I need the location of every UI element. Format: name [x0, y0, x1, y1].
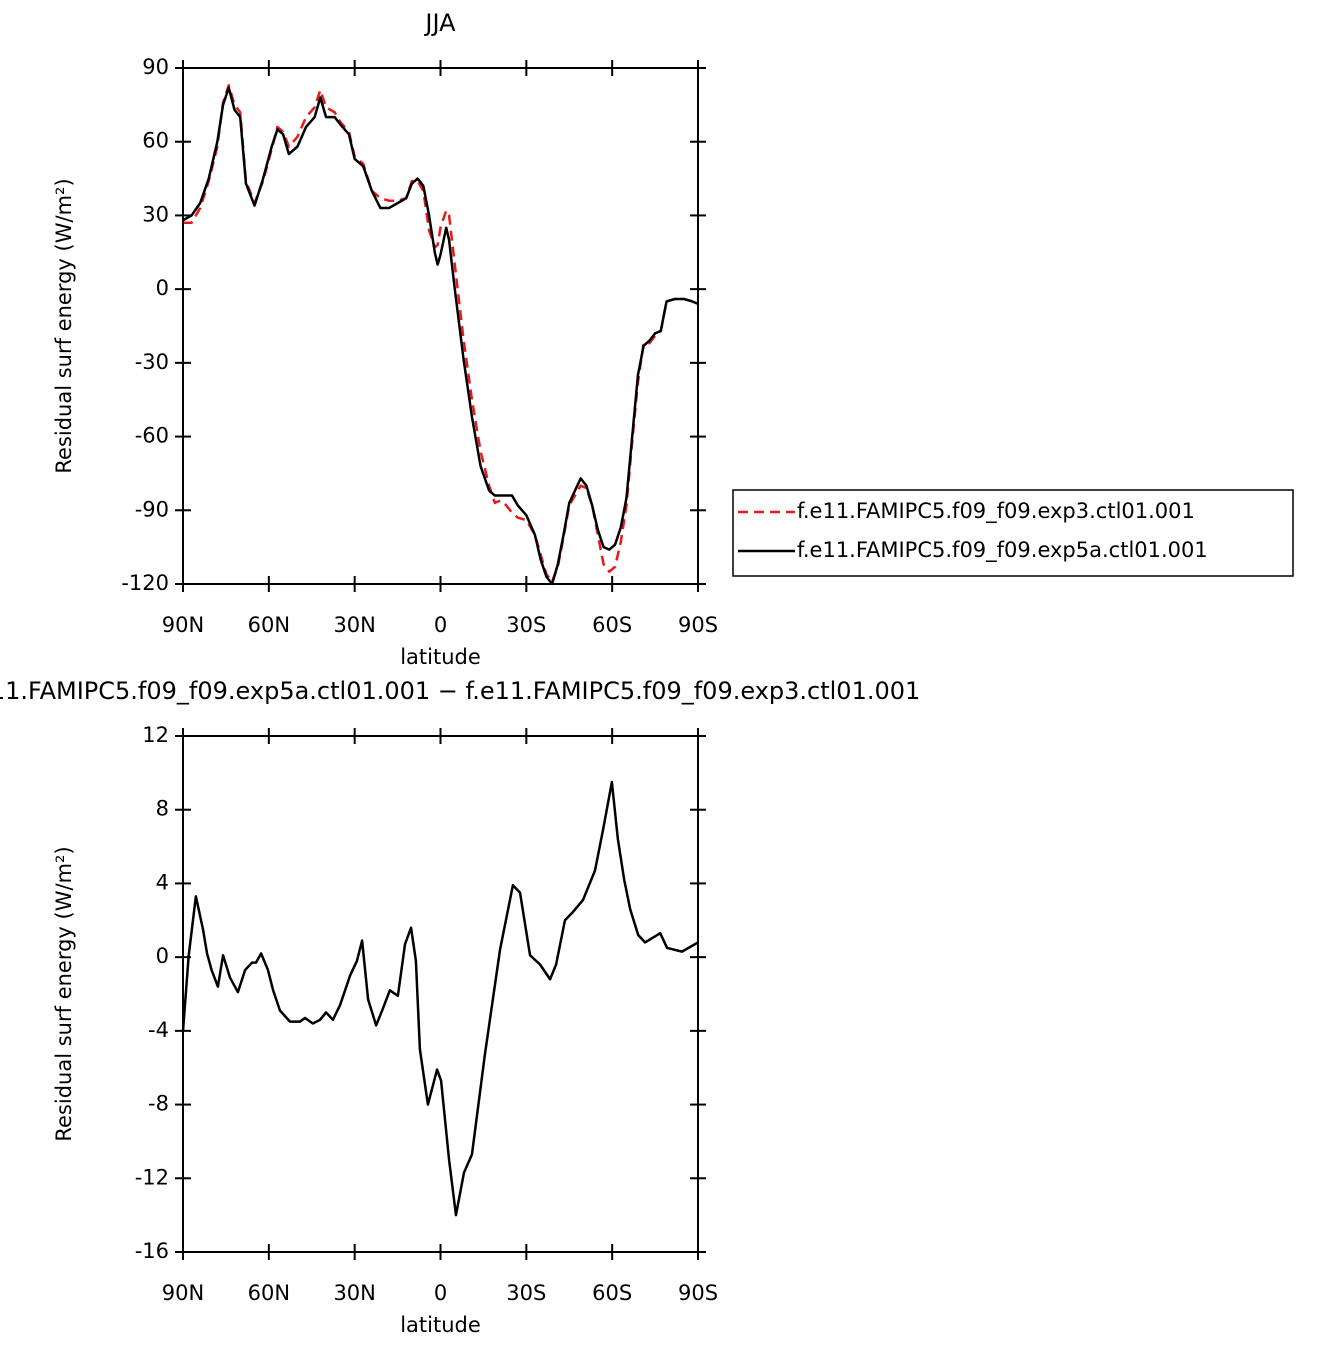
- x-tick-label: 30N: [333, 1281, 375, 1305]
- y-tick-label: 30: [142, 202, 169, 226]
- y-tick-label: -120: [121, 571, 169, 595]
- data-line: [181, 780, 699, 1217]
- x-tick-label: 60S: [592, 613, 632, 637]
- chart-title: JJA: [423, 9, 456, 37]
- y-tick-label: 8: [156, 797, 169, 821]
- x-tick-label: 60N: [248, 1281, 290, 1305]
- y-tick-label: 90: [142, 55, 169, 79]
- x-axis-label: latitude: [400, 645, 481, 669]
- x-tick-label: 30S: [506, 1281, 546, 1305]
- legend-label: f.e11.FAMIPC5.f09_f09.exp3.ctl01.001: [797, 499, 1195, 524]
- y-tick-label: 60: [142, 129, 169, 153]
- y-tick-label: 0: [156, 276, 169, 300]
- y-tick-label: -12: [135, 1165, 169, 1189]
- y-tick-label: -4: [148, 1018, 169, 1042]
- chart-title: f.e11.FAMIPC5.f09_f09.exp5a.ctl01.001 − …: [0, 677, 920, 705]
- y-tick-label: 4: [156, 870, 169, 894]
- y-tick-label: 0: [156, 944, 169, 968]
- plot-frame: [182, 67, 699, 585]
- x-tick-label: 30S: [506, 613, 546, 637]
- data-line: [183, 83, 699, 583]
- y-axis-label: Residual surf energy (W/m²): [52, 178, 76, 473]
- y-tick-label: -90: [135, 497, 169, 521]
- x-tick-label: 30N: [333, 613, 375, 637]
- x-tick-label: 0: [434, 613, 447, 637]
- legend-label: f.e11.FAMIPC5.f09_f09.exp5a.ctl01.001: [797, 538, 1208, 563]
- y-axis-label: Residual surf energy (W/m²): [52, 846, 76, 1141]
- x-tick-label: 90S: [678, 613, 718, 637]
- x-tick-label: 90N: [162, 613, 204, 637]
- y-tick-label: -60: [135, 424, 169, 448]
- y-tick-label: -8: [148, 1092, 169, 1116]
- x-tick-label: 60S: [592, 1281, 632, 1305]
- plot-frame: [182, 735, 699, 1253]
- x-axis-label: latitude: [400, 1313, 481, 1337]
- x-tick-label: 90N: [162, 1281, 204, 1305]
- data-line: [182, 86, 699, 586]
- x-tick-label: 60N: [248, 613, 290, 637]
- x-tick-label: 0: [434, 1281, 447, 1305]
- x-tick-label: 90S: [678, 1281, 718, 1305]
- y-tick-label: -30: [135, 350, 169, 374]
- y-tick-label: -16: [135, 1239, 169, 1263]
- legend-box: [732, 489, 1294, 577]
- y-tick-label: 12: [142, 723, 169, 747]
